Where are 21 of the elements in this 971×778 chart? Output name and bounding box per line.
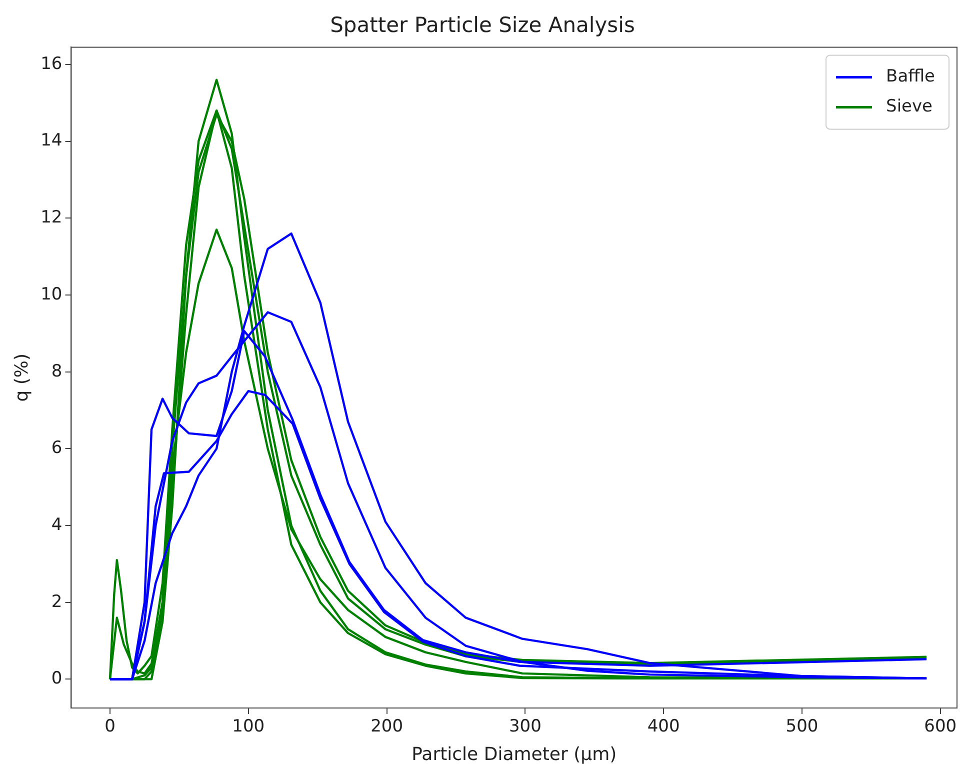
- y-axis-title: q (%): [11, 353, 32, 402]
- chart-title: Spatter Particle Size Analysis: [330, 13, 635, 38]
- y-tick-label: 8: [51, 361, 62, 382]
- x-tick-label: 600: [924, 716, 957, 737]
- y-tick-label: 12: [40, 208, 62, 228]
- legend-label: Baffle: [886, 66, 936, 87]
- legend-label: Sieve: [886, 96, 933, 117]
- y-tick-label: 16: [40, 54, 62, 74]
- x-tick-label: 100: [232, 716, 265, 737]
- y-tick-label: 10: [40, 284, 62, 304]
- y-tick-label: 6: [51, 438, 62, 458]
- y-tick-label: 14: [40, 130, 62, 151]
- x-tick-label: 0: [104, 716, 116, 737]
- x-tick-label: 500: [786, 716, 818, 737]
- x-tick-label: 400: [647, 716, 680, 737]
- x-tick-label: 300: [508, 716, 542, 737]
- x-axis-title: Particle Diameter (µm): [412, 744, 617, 765]
- y-tick-label: 2: [51, 592, 62, 612]
- y-tick-label: 0: [51, 668, 62, 689]
- x-tick-label: 200: [370, 716, 404, 737]
- y-tick-label: 4: [51, 514, 62, 535]
